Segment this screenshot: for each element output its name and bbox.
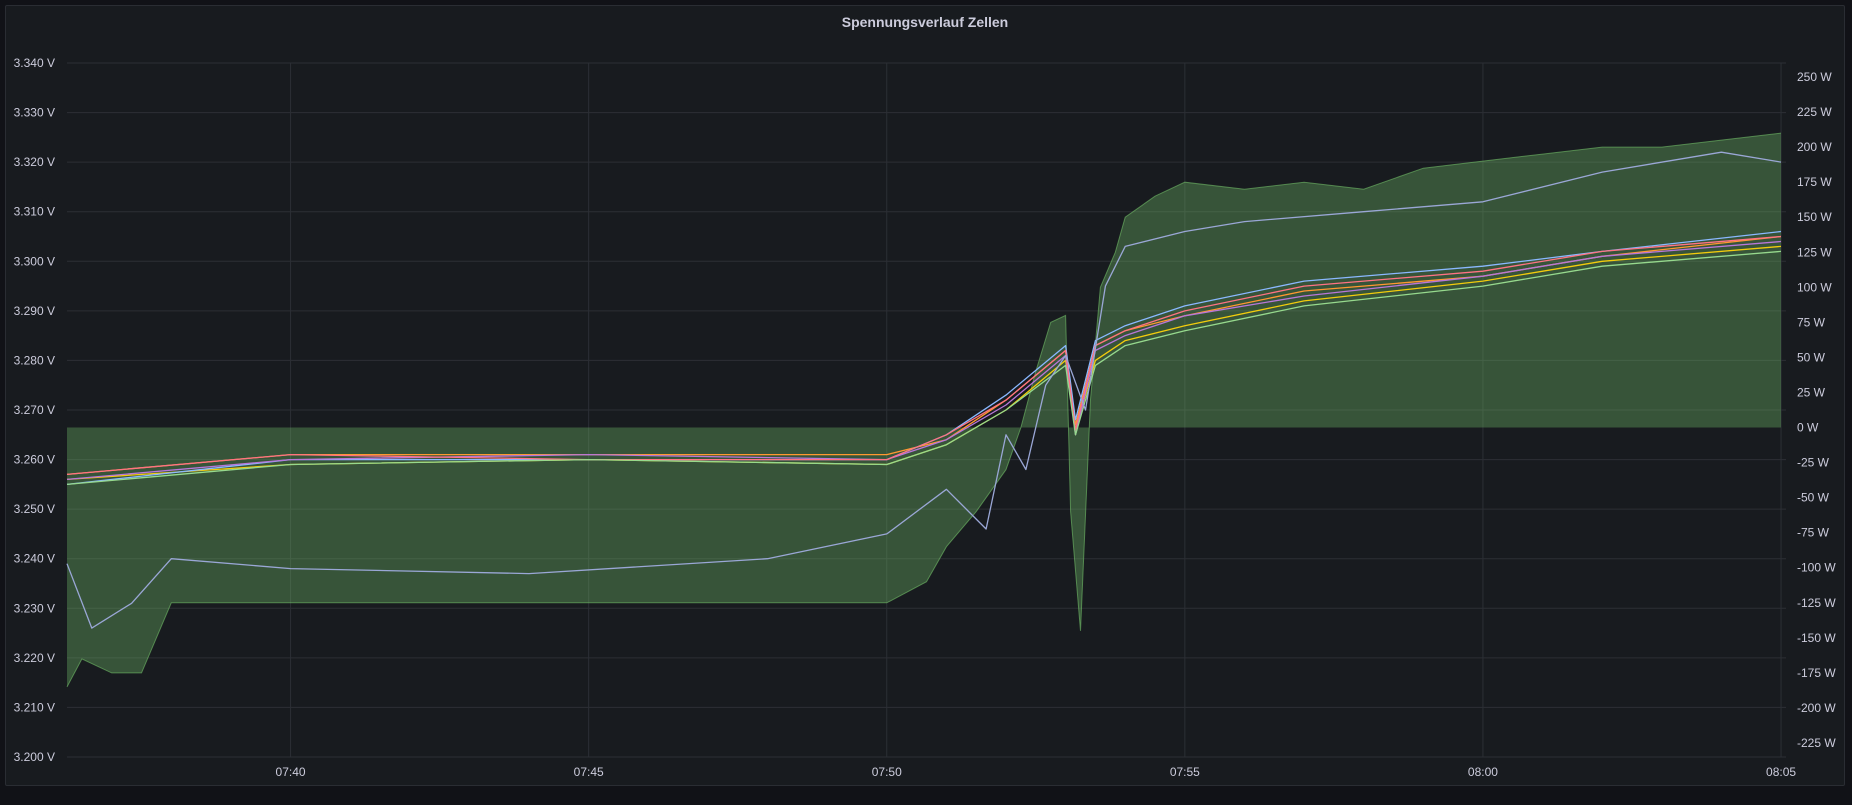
y-right-tick-label: 200 W — [1797, 140, 1832, 154]
y-left-tick-label: 3.210 V — [14, 700, 55, 714]
y-right-tick-label: -100 W — [1797, 561, 1836, 575]
y-left-tick-label: 3.240 V — [14, 552, 55, 566]
y-left-tick-label: 3.330 V — [14, 106, 55, 120]
y-right-tick-label: -175 W — [1797, 666, 1836, 680]
voltage-line-6 — [66, 250, 1782, 486]
y-right-tick-label: 75 W — [1797, 315, 1826, 329]
power-area-edge — [66, 132, 1782, 688]
y-right-tick-label: -25 W — [1797, 456, 1830, 470]
grid — [67, 62, 1786, 758]
y-left-tick-label: 3.310 V — [14, 205, 55, 219]
y-left-tick-label: 3.280 V — [14, 353, 55, 367]
y-right-tick-label: -125 W — [1797, 596, 1836, 610]
y-right-tick-label: -200 W — [1797, 701, 1836, 715]
y-left-tick-label: 3.340 V — [14, 56, 55, 70]
x-tick-label: 07:40 — [276, 765, 306, 779]
y-right-tick-label: -150 W — [1797, 631, 1836, 645]
panel-title: Spennungsverlauf Zellen — [841, 14, 1009, 30]
y-right-tick-label: 0 W — [1797, 421, 1819, 435]
y-right-tick-label: -75 W — [1797, 526, 1830, 540]
y-left-tick-label: 3.320 V — [14, 155, 55, 169]
y-right-tick-label: 225 W — [1797, 105, 1832, 119]
chart-panel: Spennungsverlauf Zellen — [5, 5, 1845, 786]
x-tick-label: 08:00 — [1468, 765, 1498, 779]
voltage-line-5 — [66, 235, 1782, 476]
y-right-tick-label: -225 W — [1797, 736, 1836, 750]
y-right-tick-label: 125 W — [1797, 245, 1832, 259]
left-y-axis: 3.200 V 3.210 V 3.220 V 3.230 V 3.240 V 3.250… — [14, 56, 55, 764]
x-tick-label: 08:05 — [1766, 765, 1796, 779]
power-area-mark — [67, 133, 1781, 687]
y-left-tick-label: 3.270 V — [14, 403, 55, 417]
voltage-line-7 — [66, 151, 1782, 629]
y-right-tick-label: 250 W — [1797, 70, 1832, 84]
y-left-tick-label: 3.260 V — [14, 453, 55, 467]
y-right-tick-label: -50 W — [1797, 491, 1830, 505]
y-right-tick-label: 150 W — [1797, 210, 1832, 224]
right-y-axis: 250 W 225 W 200 W 175 W 150 W 125 W 100 W 75 W 5… — [1797, 70, 1836, 750]
power-area-series — [66, 132, 1782, 688]
y-right-tick-label: 25 W — [1797, 385, 1826, 399]
y-right-tick-label: 100 W — [1797, 280, 1832, 294]
y-right-tick-label: 50 W — [1797, 350, 1826, 364]
y-left-tick-label: 3.290 V — [14, 304, 55, 318]
y-left-tick-label: 3.300 V — [14, 254, 55, 268]
y-left-tick-label: 3.220 V — [14, 651, 55, 665]
x-tick-label: 07:55 — [1170, 765, 1200, 779]
x-axis: 07:40 07:45 07:50 07:55 08:00 08:05 — [276, 765, 1797, 779]
y-left-tick-label: 3.230 V — [14, 601, 55, 615]
x-tick-label: 07:45 — [574, 765, 604, 779]
y-left-tick-label: 3.250 V — [14, 502, 55, 516]
x-tick-label: 07:50 — [872, 765, 902, 779]
voltage-line-series — [66, 151, 1782, 629]
y-left-tick-label: 3.200 V — [14, 750, 55, 764]
y-right-tick-label: 175 W — [1797, 175, 1832, 189]
